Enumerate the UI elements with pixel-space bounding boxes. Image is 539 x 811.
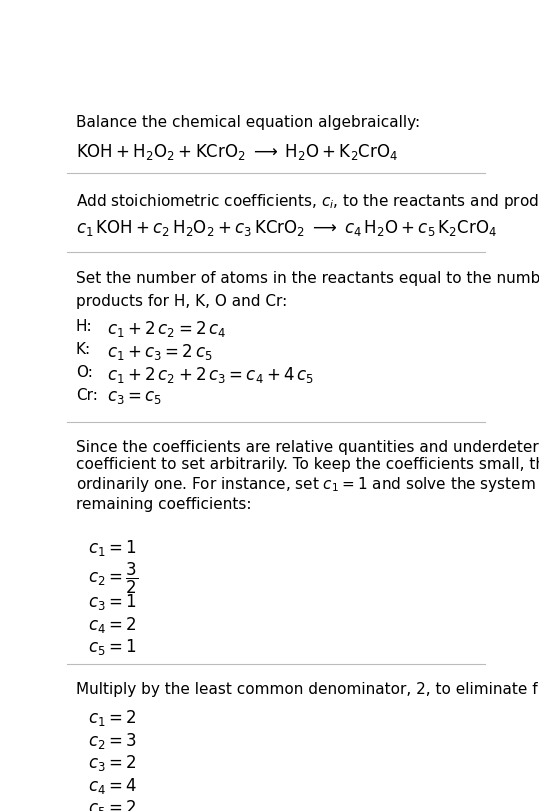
Text: Add stoichiometric coefficients, $c_i$, to the reactants and products:: Add stoichiometric coefficients, $c_i$, … <box>75 191 539 211</box>
Text: $c_1 = 2$: $c_1 = 2$ <box>88 707 137 727</box>
Text: H:: H: <box>75 319 92 333</box>
Text: $c_1 + 2\,c_2 = 2\,c_4$: $c_1 + 2\,c_2 = 2\,c_4$ <box>107 319 226 338</box>
Text: $c_1 = 1$: $c_1 = 1$ <box>88 538 137 557</box>
Text: Set the number of atoms in the reactants equal to the number of atoms in the: Set the number of atoms in the reactants… <box>75 270 539 285</box>
Text: $c_5 = 1$: $c_5 = 1$ <box>88 637 137 656</box>
Text: $c_2 = 3$: $c_2 = 3$ <box>88 730 137 750</box>
Text: $c_3 = 1$: $c_3 = 1$ <box>88 591 137 611</box>
Text: $c_1 + 2\,c_2 + 2\,c_3 = c_4 + 4\,c_5$: $c_1 + 2\,c_2 + 2\,c_3 = c_4 + 4\,c_5$ <box>107 365 314 384</box>
Text: $c_3 = 2$: $c_3 = 2$ <box>88 753 137 772</box>
Text: K:: K: <box>75 341 91 357</box>
Text: $\mathrm{KOH} + \mathrm{H_2O_2} + \mathrm{KCrO_2} \;\longrightarrow\; \mathrm{H_: $\mathrm{KOH} + \mathrm{H_2O_2} + \mathr… <box>75 142 398 161</box>
Text: $c_4 = 4$: $c_4 = 4$ <box>88 775 137 795</box>
Text: $c_5 = 2$: $c_5 = 2$ <box>88 797 137 811</box>
Text: Since the coefficients are relative quantities and underdetermined, choose a
coe: Since the coefficients are relative quan… <box>75 440 539 511</box>
Text: $c_3 = c_5$: $c_3 = c_5$ <box>107 388 162 406</box>
Text: products for H, K, O and Cr:: products for H, K, O and Cr: <box>75 294 287 308</box>
Text: $c_1 + c_3 = 2\,c_5$: $c_1 + c_3 = 2\,c_5$ <box>107 341 213 362</box>
Text: $c_2 = \dfrac{3}{2}$: $c_2 = \dfrac{3}{2}$ <box>88 560 139 595</box>
Text: Balance the chemical equation algebraically:: Balance the chemical equation algebraica… <box>75 115 420 130</box>
Text: $c_1\,\mathrm{KOH} + c_2\,\mathrm{H_2O_2} + c_3\,\mathrm{KCrO_2} \;\longrightarr: $c_1\,\mathrm{KOH} + c_2\,\mathrm{H_2O_2… <box>75 218 497 238</box>
Text: Cr:: Cr: <box>75 388 98 403</box>
Text: $c_4 = 2$: $c_4 = 2$ <box>88 614 137 633</box>
Text: Multiply by the least common denominator, 2, to eliminate fractional coefficient: Multiply by the least common denominator… <box>75 681 539 696</box>
Text: O:: O: <box>75 365 93 380</box>
